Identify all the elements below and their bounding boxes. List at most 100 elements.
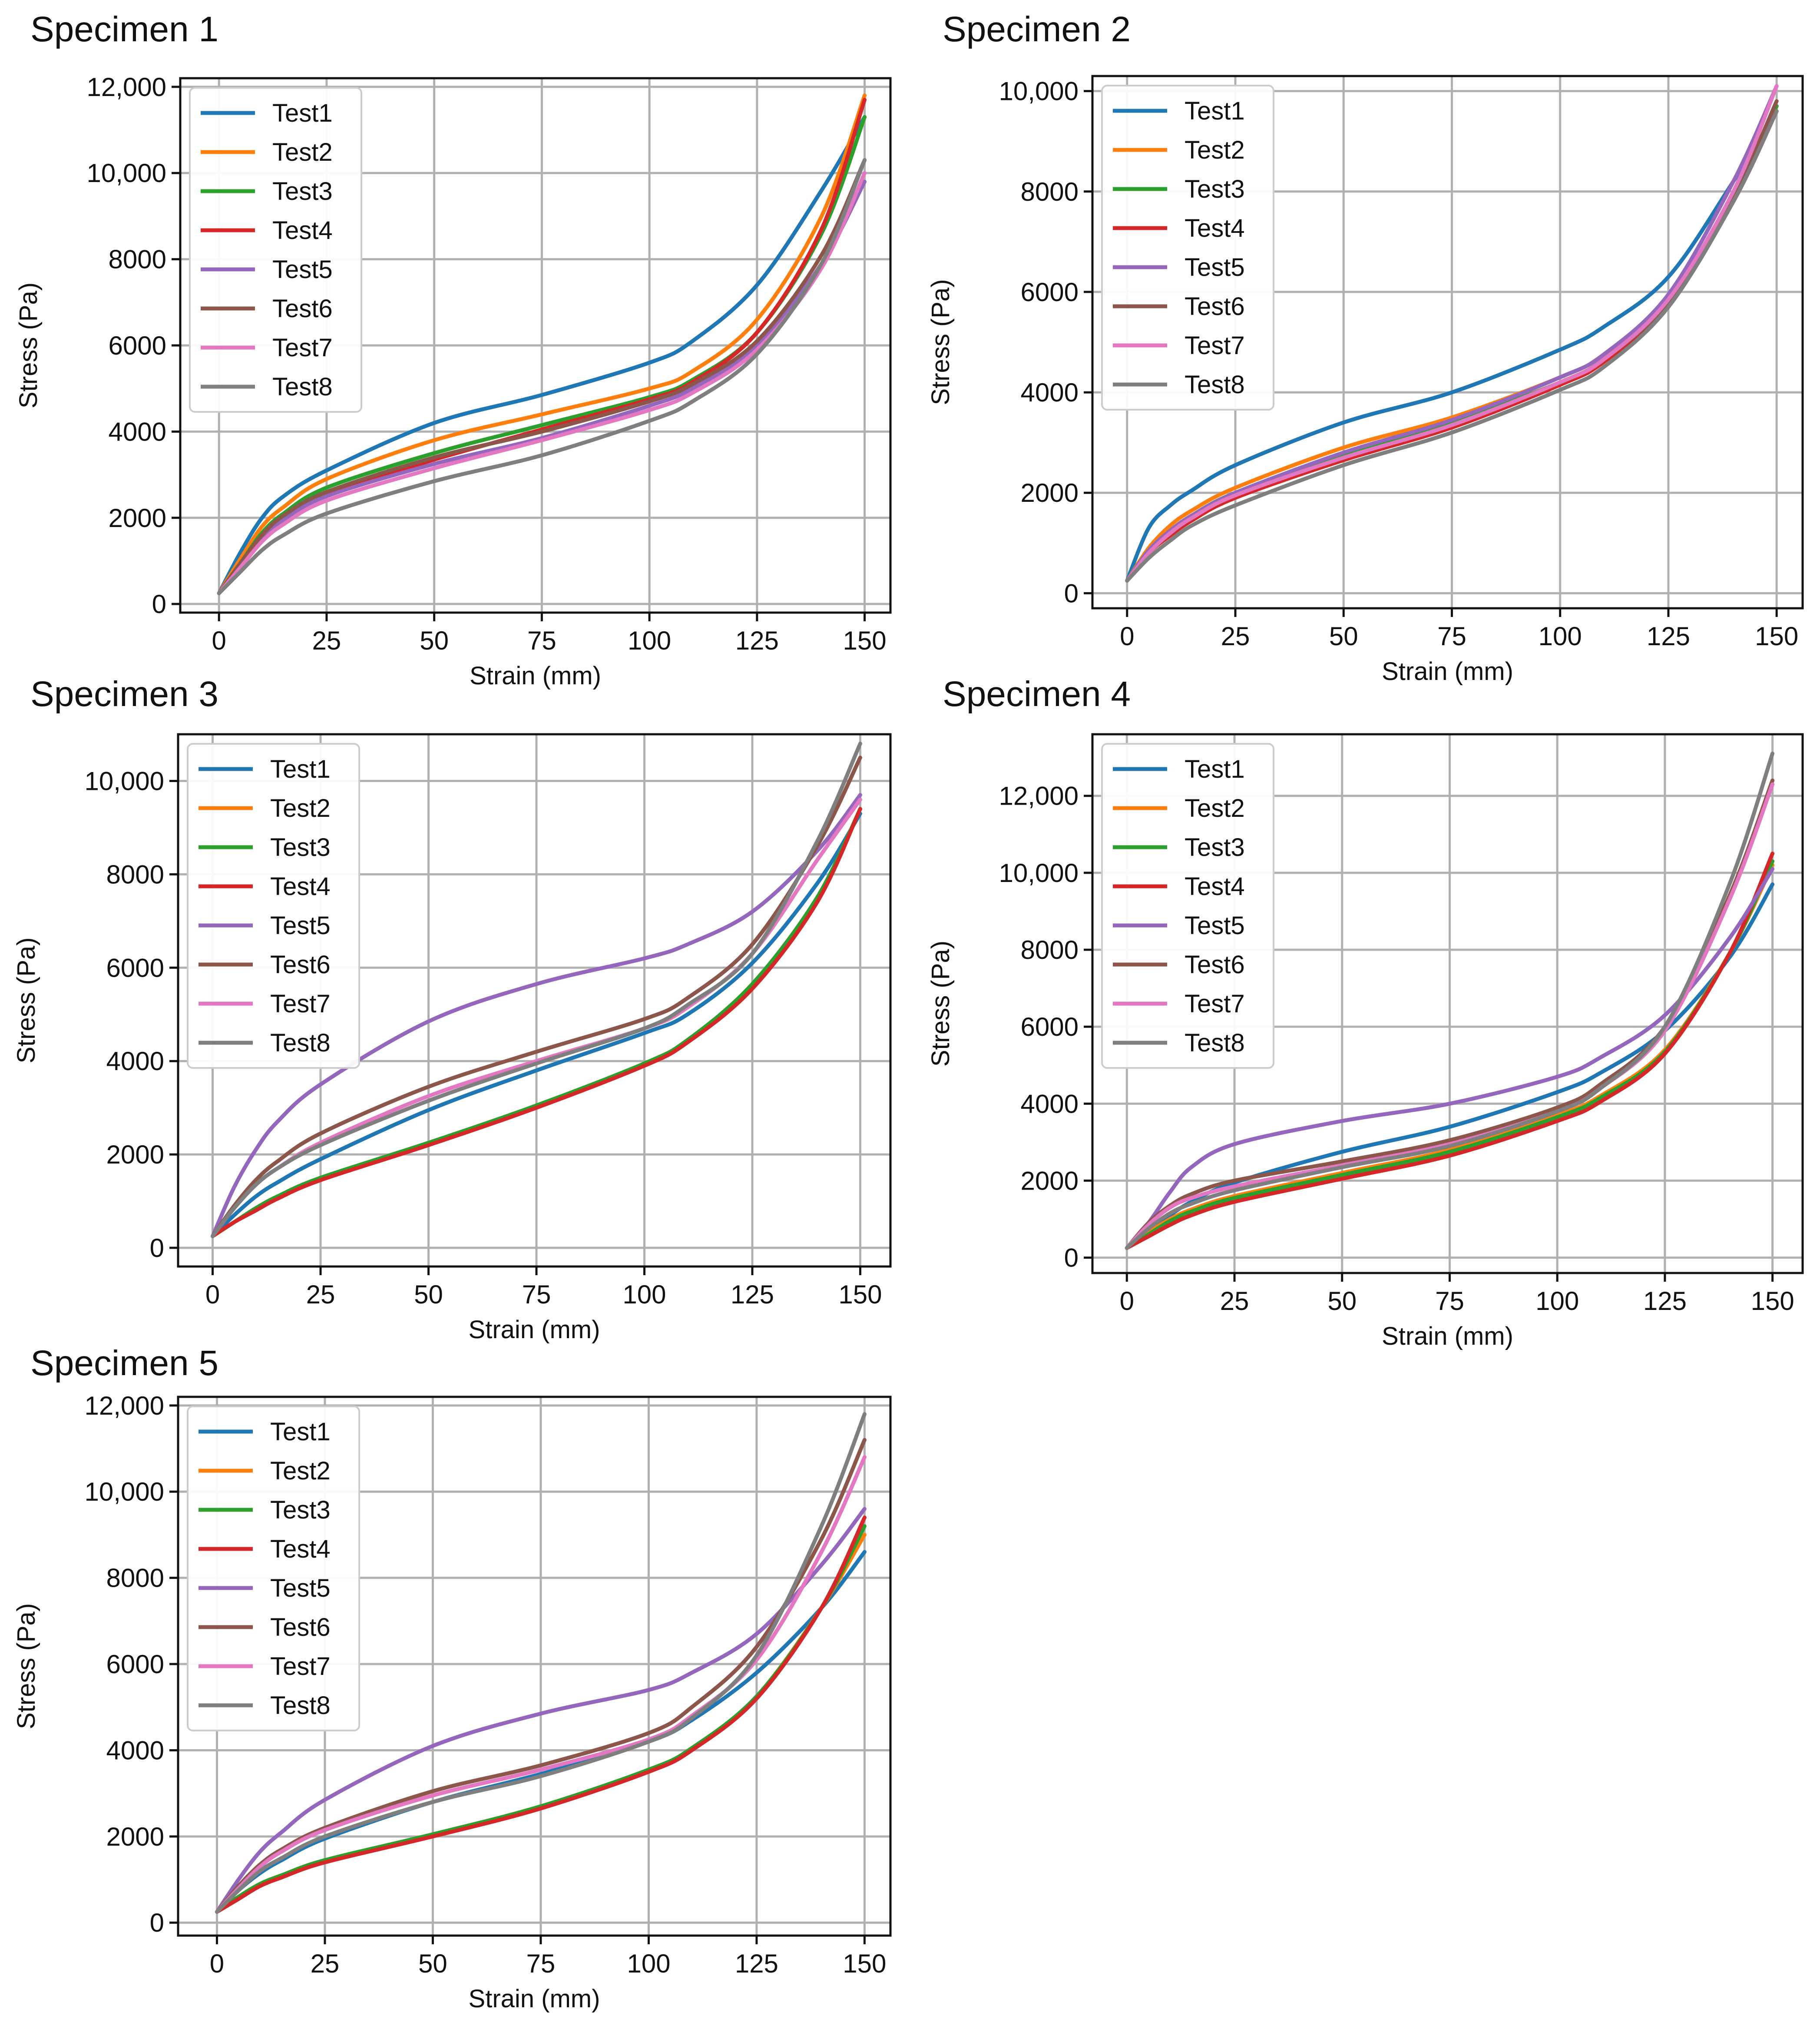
x-tick-label: 100: [1539, 622, 1582, 651]
x-tick-label: 150: [1755, 622, 1798, 651]
x-tick-label: 25: [1220, 1286, 1249, 1316]
x-tick-label: 75: [526, 1949, 556, 1978]
x-axis-label: Strain (mm): [1382, 657, 1513, 686]
x-tick-label: 0: [205, 1280, 220, 1309]
legend-label-test4: Test4: [270, 872, 331, 901]
legend-label-test7: Test7: [1185, 990, 1245, 1018]
x-tick-label: 75: [527, 626, 556, 655]
legend-label-test2: Test2: [1185, 794, 1245, 822]
legend-label-test5: Test5: [1185, 253, 1245, 282]
series-line-test8: [215, 1412, 867, 1914]
x-tick-label: 0: [212, 626, 226, 655]
legend-label-test1: Test1: [1185, 97, 1245, 125]
series-line-test8: [217, 158, 867, 595]
legend-label-test6: Test6: [270, 1613, 331, 1641]
y-tick-label: 2000: [106, 1822, 164, 1851]
legend-label-test3: Test3: [1185, 833, 1245, 862]
legend-box: [187, 743, 360, 1069]
legend-label-test7: Test7: [1185, 332, 1245, 360]
legend: Test1 Test2 Test3 Test4 Test5 Test6 Test7 Test8: [189, 87, 362, 413]
legend-label-test5: Test5: [270, 1574, 331, 1602]
legend-label-test4: Test4: [272, 216, 333, 245]
x-tick-label: 50: [1327, 1286, 1357, 1316]
x-tick-label: 50: [420, 626, 449, 655]
legend-label-test6: Test6: [1185, 292, 1245, 321]
y-tick-label: 8000: [109, 245, 166, 274]
legend-label-test2: Test2: [272, 138, 333, 166]
y-tick-label: 4000: [106, 1736, 164, 1765]
specimen-1-chart: Specimen 1 0 25 50 75 100 125 150 0 2000 4000 6000 8…: [14, 10, 892, 690]
x-tick-label: 125: [735, 626, 779, 655]
x-tick-label: 50: [414, 1280, 443, 1309]
legend-label-test2: Test2: [1185, 136, 1245, 164]
legend-label-test6: Test6: [1185, 951, 1245, 979]
legend-label-test8: Test8: [270, 1691, 331, 1720]
series-line-test8: [211, 742, 862, 1238]
y-tick-label: 6000: [106, 953, 164, 982]
chart-title: Specimen 3: [30, 674, 218, 714]
y-tick-label: 12,000: [999, 782, 1079, 811]
y-tick-label: 4000: [106, 1047, 164, 1076]
legend-label-test8: Test8: [272, 373, 333, 401]
legend-label-test7: Test7: [272, 334, 333, 362]
y-tick-label: 6000: [1021, 278, 1079, 307]
x-tick-label: 0: [1120, 1286, 1134, 1316]
y-axis-label: Stress (Pa): [14, 282, 43, 408]
specimen-2-chart: Specimen 2 0 25 50 75 100 125 150 0 2000 4000 6000 8…: [927, 10, 1804, 686]
series-lines: [1125, 751, 1775, 1250]
y-tick-label: 4000: [109, 417, 166, 446]
chart-title: Specimen 4: [943, 674, 1131, 714]
series-line-test4: [215, 1515, 867, 1914]
series-line-test5: [1125, 84, 1779, 583]
legend-label-test4: Test4: [1185, 872, 1245, 901]
x-tick-label: 75: [1435, 1286, 1464, 1316]
x-tick-label: 100: [627, 1949, 670, 1978]
y-tick-label: 10,000: [86, 159, 166, 188]
chart-title: Specimen 2: [943, 10, 1131, 49]
y-tick-label: 4000: [1021, 378, 1079, 407]
y-tick-label: 8000: [106, 1564, 164, 1593]
y-axis-label: Stress (Pa): [927, 941, 955, 1067]
x-tick-label: 75: [1437, 622, 1466, 651]
plot-frame: [1091, 75, 1804, 610]
y-tick-label: 2000: [1021, 1166, 1079, 1195]
x-tick-label: 25: [306, 1280, 335, 1309]
legend-label-test8: Test8: [1185, 1029, 1245, 1057]
y-tick-label: 0: [1064, 1243, 1079, 1273]
chart-title: Specimen 1: [30, 10, 218, 49]
legend-label-test1: Test1: [270, 755, 331, 783]
legend-label-test5: Test5: [1185, 912, 1245, 940]
x-tick-label: 150: [1751, 1286, 1794, 1316]
x-tick-label: 100: [1535, 1286, 1579, 1316]
legend-box: [187, 1406, 360, 1731]
x-tick-label: 125: [1647, 622, 1690, 651]
x-axis-label: Strain (mm): [1382, 1322, 1513, 1350]
x-tick-label: 0: [1120, 622, 1134, 651]
x-tick-label: 125: [731, 1280, 774, 1309]
legend-label-test1: Test1: [272, 99, 333, 127]
y-tick-label: 12,000: [86, 73, 166, 102]
y-tick-label: 12,000: [84, 1391, 164, 1420]
series-line-test8: [1125, 751, 1775, 1250]
y-tick-label: 8000: [1021, 177, 1079, 206]
x-axis-label: Strain (mm): [469, 1985, 600, 2013]
legend-label-test3: Test3: [270, 833, 331, 862]
legend-label-test4: Test4: [1185, 214, 1245, 242]
y-tick-label: 4000: [1021, 1089, 1079, 1118]
legend-label-test6: Test6: [270, 951, 331, 979]
series-line-test4: [1125, 852, 1775, 1250]
x-tick-label: 100: [622, 1280, 666, 1309]
x-axis-label: Strain (mm): [469, 1316, 600, 1344]
y-tick-label: 10,000: [84, 766, 164, 796]
legend-label-test2: Test2: [270, 794, 331, 822]
y-tick-label: 2000: [109, 504, 166, 533]
series-line-test3: [211, 807, 862, 1238]
x-tick-label: 75: [522, 1280, 551, 1309]
legend-label-test8: Test8: [1185, 371, 1245, 399]
x-tick-label: 25: [1221, 622, 1250, 651]
plot-frame: [1091, 733, 1804, 1274]
y-tick-label: 0: [1064, 579, 1079, 608]
x-tick-label: 100: [628, 626, 671, 655]
